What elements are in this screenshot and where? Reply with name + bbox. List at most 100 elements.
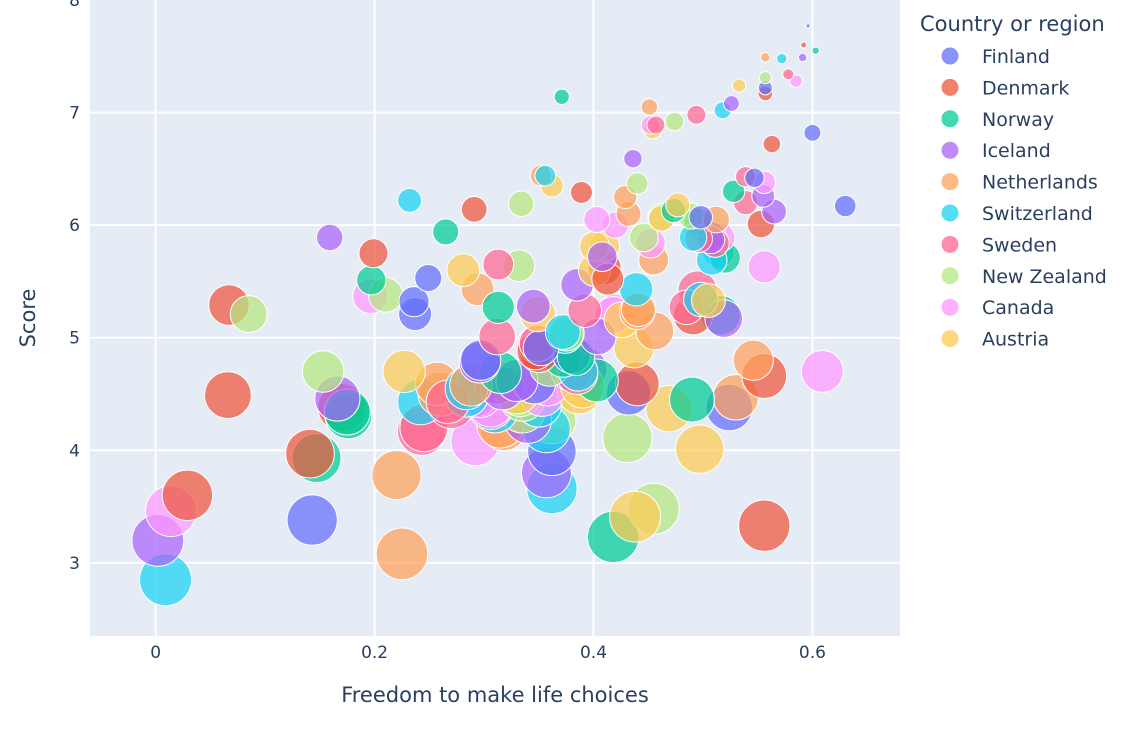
legend-item[interactable]: Iceland — [940, 140, 1051, 162]
legend-marker — [940, 109, 960, 129]
bubble-point[interactable] — [723, 95, 740, 112]
bubble-point[interactable] — [664, 111, 685, 132]
bubble-point[interactable] — [356, 265, 387, 296]
legend-title: Country or region — [920, 12, 1105, 36]
bubble-point[interactable] — [760, 52, 771, 63]
bubble-point[interactable] — [776, 52, 788, 65]
bubble-point[interactable] — [398, 286, 430, 318]
bubble-point[interactable] — [301, 350, 345, 393]
legend-marker — [940, 46, 960, 66]
bubble-point[interactable] — [553, 88, 570, 105]
legend: Country or region Finland Denmark Norway Ic… — [920, 12, 1107, 351]
legend-label: Canada — [982, 297, 1054, 319]
bubble-point[interactable] — [586, 241, 618, 272]
x-tick-label: 0.2 — [361, 643, 388, 663]
bubble-point[interactable] — [508, 190, 535, 217]
bubble-point[interactable] — [285, 428, 335, 479]
bubble-point[interactable] — [544, 314, 581, 351]
y-tick-label: 6 — [69, 216, 80, 236]
legend-marker — [940, 77, 960, 97]
bubble-point[interactable] — [619, 272, 654, 307]
bubble-point[interactable] — [686, 104, 707, 125]
bubble-point[interactable] — [800, 350, 844, 393]
x-tick-label: 0 — [150, 643, 161, 663]
bubble-point[interactable] — [534, 164, 557, 187]
bubble-point[interactable] — [602, 412, 653, 464]
bubble-point[interactable] — [432, 218, 460, 246]
bubble-point[interactable] — [482, 248, 515, 281]
bubble-point[interactable] — [691, 283, 726, 318]
bubble-point[interactable] — [747, 250, 781, 284]
legend-item[interactable]: Denmark — [940, 77, 1069, 99]
bubble-point[interactable] — [811, 46, 820, 55]
bubble-point[interactable] — [629, 222, 659, 253]
legend-item[interactable]: Netherlands — [940, 172, 1098, 194]
legend-item[interactable]: Norway — [940, 109, 1054, 131]
legend-label: Austria — [982, 329, 1049, 351]
bubble-point[interactable] — [665, 192, 691, 218]
legend-label: Sweden — [982, 234, 1057, 256]
bubble-point[interactable] — [382, 349, 426, 394]
legend-item[interactable]: New Zealand — [940, 266, 1107, 288]
legend-item[interactable]: Austria — [940, 329, 1049, 351]
y-tick-labels: 3 4 5 6 7 8 — [69, 0, 80, 574]
bubble-point[interactable] — [397, 187, 423, 213]
bubble-point[interactable] — [805, 23, 811, 29]
legend-item[interactable]: Sweden — [940, 234, 1057, 256]
bubble-point[interactable] — [758, 71, 772, 85]
bubble-point[interactable] — [800, 41, 808, 49]
bubble-point[interactable] — [782, 68, 795, 81]
bubble-point[interactable] — [583, 205, 611, 234]
bubble-point[interactable] — [460, 196, 488, 223]
legend-marker — [940, 140, 960, 160]
bubble-point[interactable] — [515, 288, 551, 324]
y-tick-label: 7 — [69, 104, 80, 124]
bubble-point[interactable] — [375, 527, 429, 581]
bubble-point[interactable] — [286, 494, 338, 546]
legend-marker — [940, 203, 960, 223]
y-tick-label: 8 — [69, 0, 80, 11]
legend-label: Switzerland — [982, 203, 1093, 225]
legend-label: Iceland — [982, 140, 1051, 162]
legend-item[interactable]: Finland — [940, 46, 1050, 68]
legend-item[interactable]: Switzerland — [940, 203, 1093, 225]
bubble-point[interactable] — [762, 134, 782, 154]
bubble-point[interactable] — [371, 449, 422, 501]
bubble-point[interactable] — [732, 339, 774, 381]
bubble-point[interactable] — [569, 180, 593, 204]
bubble-point[interactable] — [481, 290, 515, 324]
legend-item[interactable]: Canada — [940, 297, 1054, 319]
x-tick-labels: 0 0.2 0.4 0.6 — [150, 643, 826, 663]
legend-marker — [940, 266, 960, 286]
legend-marker — [940, 234, 960, 254]
x-axis-title: Freedom to make life choices — [341, 683, 649, 707]
legend-label: Denmark — [982, 77, 1069, 99]
bubble-point[interactable] — [738, 499, 791, 552]
bubble-point[interactable] — [446, 253, 481, 288]
bubble-point[interactable] — [833, 194, 857, 218]
legend-marker — [940, 172, 960, 192]
bubble-point[interactable] — [358, 238, 389, 269]
bubble-point[interactable] — [744, 167, 765, 189]
bubble-point[interactable] — [669, 376, 716, 423]
bubble-point[interactable] — [623, 148, 643, 169]
bubble-point[interactable] — [797, 52, 808, 63]
y-tick-label: 3 — [69, 554, 80, 574]
bubble-point[interactable] — [646, 115, 666, 135]
bubble-point[interactable] — [640, 98, 659, 116]
bubble-point[interactable] — [229, 295, 268, 334]
bubble-point[interactable] — [161, 469, 214, 522]
bubble-point[interactable] — [675, 424, 725, 474]
bubble-point[interactable] — [721, 179, 746, 204]
y-tick-label: 4 — [69, 441, 80, 461]
bubble-point[interactable] — [626, 172, 649, 195]
bubble-point[interactable] — [688, 204, 714, 230]
bubble-point[interactable] — [316, 223, 344, 252]
x-tick-label: 0.4 — [580, 643, 607, 663]
bubble-point[interactable] — [414, 263, 443, 293]
bubble-point[interactable] — [731, 78, 747, 93]
bubble-point[interactable] — [614, 361, 660, 407]
bubble-point[interactable] — [609, 490, 662, 543]
bubble-point[interactable] — [803, 123, 822, 142]
bubble-point[interactable] — [204, 371, 252, 419]
